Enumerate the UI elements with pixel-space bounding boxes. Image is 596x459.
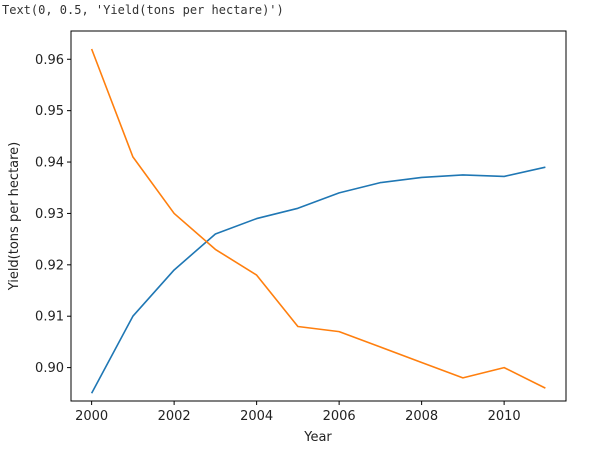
cell-output-text: Text(0, 0.5, 'Yield(tons per hectare)') bbox=[2, 3, 284, 17]
y-tick-label: 0.96 bbox=[35, 53, 64, 68]
series-line-1 bbox=[90, 166, 546, 394]
y-tick-label: 0.90 bbox=[35, 361, 64, 376]
series-line-2 bbox=[90, 48, 546, 389]
x-tick-label: 2008 bbox=[405, 409, 438, 424]
x-tick-label: 2000 bbox=[75, 409, 108, 424]
y-tick-label: 0.91 bbox=[35, 310, 64, 325]
x-tick-label: 2006 bbox=[323, 409, 356, 424]
y-axis-label: Yield(tons per hectare) bbox=[7, 142, 22, 292]
y-tick-label: 0.93 bbox=[35, 207, 64, 222]
x-axis-label: Year bbox=[303, 430, 332, 445]
y-tick-label: 0.92 bbox=[35, 258, 64, 273]
y-tick-label: 0.94 bbox=[35, 156, 64, 171]
y-tick-label: 0.95 bbox=[35, 104, 64, 119]
plot-area-frame bbox=[70, 30, 567, 402]
x-tick-label: 2002 bbox=[158, 409, 191, 424]
x-tick-label: 2004 bbox=[240, 409, 273, 424]
x-tick-label: 2010 bbox=[488, 409, 521, 424]
